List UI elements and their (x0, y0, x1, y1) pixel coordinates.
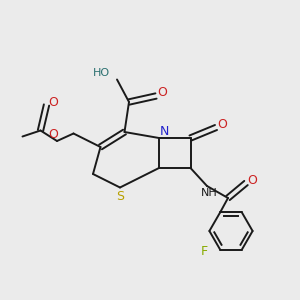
Text: O: O (247, 173, 257, 187)
Text: N: N (160, 125, 169, 138)
Text: NH: NH (201, 188, 218, 199)
Text: O: O (158, 86, 167, 100)
Text: O: O (218, 118, 227, 131)
Text: O: O (48, 95, 58, 109)
Text: HO: HO (93, 68, 110, 79)
Text: S: S (116, 190, 124, 203)
Text: F: F (201, 245, 208, 258)
Text: O: O (49, 128, 58, 142)
